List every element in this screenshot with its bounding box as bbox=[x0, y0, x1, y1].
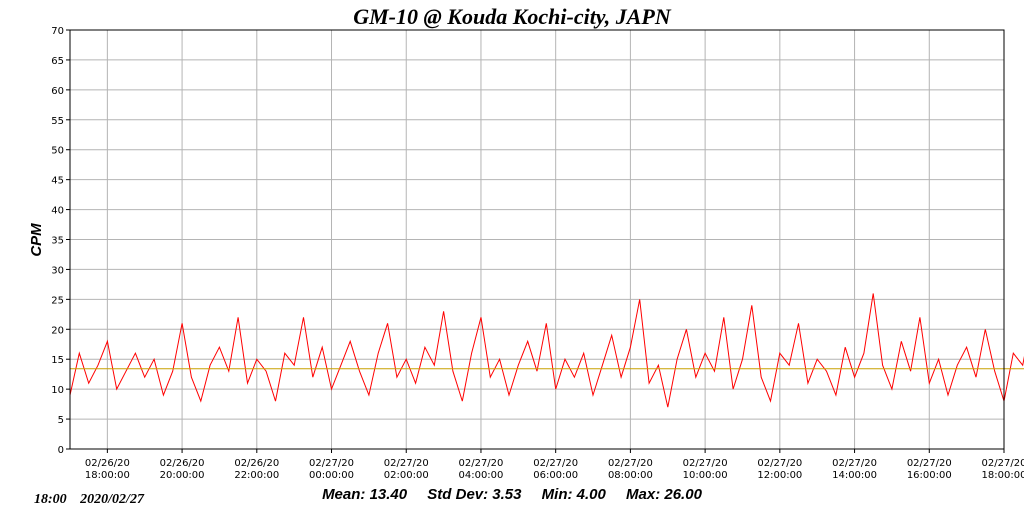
y-tick-label: 70 bbox=[51, 26, 64, 37]
y-tick-label: 35 bbox=[51, 236, 64, 247]
x-tick-time: 02:00:00 bbox=[384, 470, 429, 481]
x-tick-date: 02/27/20 bbox=[683, 458, 728, 469]
y-tick-label: 0 bbox=[58, 445, 64, 456]
y-tick-label: 55 bbox=[51, 116, 64, 127]
x-tick-time: 08:00:00 bbox=[608, 470, 653, 481]
stat-mean: Mean: 13.40 bbox=[322, 486, 408, 503]
y-tick-label: 25 bbox=[51, 295, 64, 306]
timestamp-time: 18:00 bbox=[34, 492, 67, 507]
y-tick-label: 60 bbox=[51, 86, 64, 97]
x-tick-date: 02/27/20 bbox=[384, 458, 429, 469]
radiation-chart: GM-10 @ Kouda Kochi-city, JAPN CPM 0 5 10 1… bbox=[28, 4, 1024, 481]
y-tick-label: 30 bbox=[51, 265, 64, 276]
x-tick-date: 02/26/20 bbox=[85, 458, 130, 469]
x-tick-time: 00:00:00 bbox=[309, 470, 354, 481]
x-tick-date: 02/27/20 bbox=[757, 458, 802, 469]
x-tick-time: 20:00:00 bbox=[160, 470, 205, 481]
x-tick-time: 10:00:00 bbox=[683, 470, 728, 481]
x-tick-date: 02/27/20 bbox=[533, 458, 578, 469]
stats-line: Mean: 13.40 Std Dev: 3.53 Min: 4.00 Max:… bbox=[0, 486, 1024, 503]
grid bbox=[70, 29, 1005, 450]
y-tick-label: 15 bbox=[51, 355, 64, 366]
cpm-series-line bbox=[69, 293, 1024, 408]
x-tick-date: 02/27/20 bbox=[608, 458, 653, 469]
stat-min: Min: 4.00 bbox=[541, 486, 606, 503]
x-tick-time: 12:00:00 bbox=[757, 470, 802, 481]
x-tick-time: 18:00:00 bbox=[85, 470, 130, 481]
x-tick-time: 14:00:00 bbox=[832, 470, 877, 481]
y-tick-label: 40 bbox=[51, 206, 64, 217]
x-tick-time: 18:00:00 bbox=[982, 470, 1024, 481]
y-tick-label: 65 bbox=[51, 56, 64, 67]
x-tick-date: 02/26/20 bbox=[234, 458, 279, 469]
x-tick-labels: 02/26/2018:00:0002/26/2020:00:0002/26/20… bbox=[85, 449, 1024, 481]
x-tick-time: 22:00:00 bbox=[234, 470, 279, 481]
x-tick-time: 04:00:00 bbox=[458, 470, 503, 481]
y-tick-label: 10 bbox=[51, 385, 64, 396]
x-tick-date: 02/27/20 bbox=[832, 458, 877, 469]
y-tick-label: 50 bbox=[51, 146, 64, 157]
stat-max: Max: 26.00 bbox=[626, 486, 702, 503]
stat-std-dev: Std Dev: 3.53 bbox=[427, 486, 522, 503]
plot-frame bbox=[69, 29, 1005, 450]
y-tick-labels: 0 5 10 15 20 25 30 35 40 45 50 55 60 65 70 bbox=[51, 26, 70, 456]
timestamp: 18:00 2020/02/27 bbox=[34, 492, 154, 508]
y-tick-label: 20 bbox=[51, 325, 64, 336]
timestamp-date: 2020/02/27 bbox=[80, 492, 144, 507]
y-tick-label: 5 bbox=[58, 415, 64, 426]
x-tick-date: 02/27/20 bbox=[907, 458, 952, 469]
x-tick-time: 16:00:00 bbox=[907, 470, 952, 481]
x-tick-date: 02/27/20 bbox=[458, 458, 503, 469]
x-tick-time: 06:00:00 bbox=[533, 470, 578, 481]
y-tick-label: 45 bbox=[51, 176, 64, 187]
x-tick-date: 02/27/20 bbox=[982, 458, 1024, 469]
x-tick-date: 02/27/20 bbox=[309, 458, 354, 469]
series-group bbox=[69, 293, 1024, 408]
x-tick-date: 02/26/20 bbox=[160, 458, 205, 469]
chart-title: GM-10 @ Kouda Kochi-city, JAPN bbox=[353, 4, 672, 29]
y-axis-label: CPM bbox=[28, 223, 45, 257]
